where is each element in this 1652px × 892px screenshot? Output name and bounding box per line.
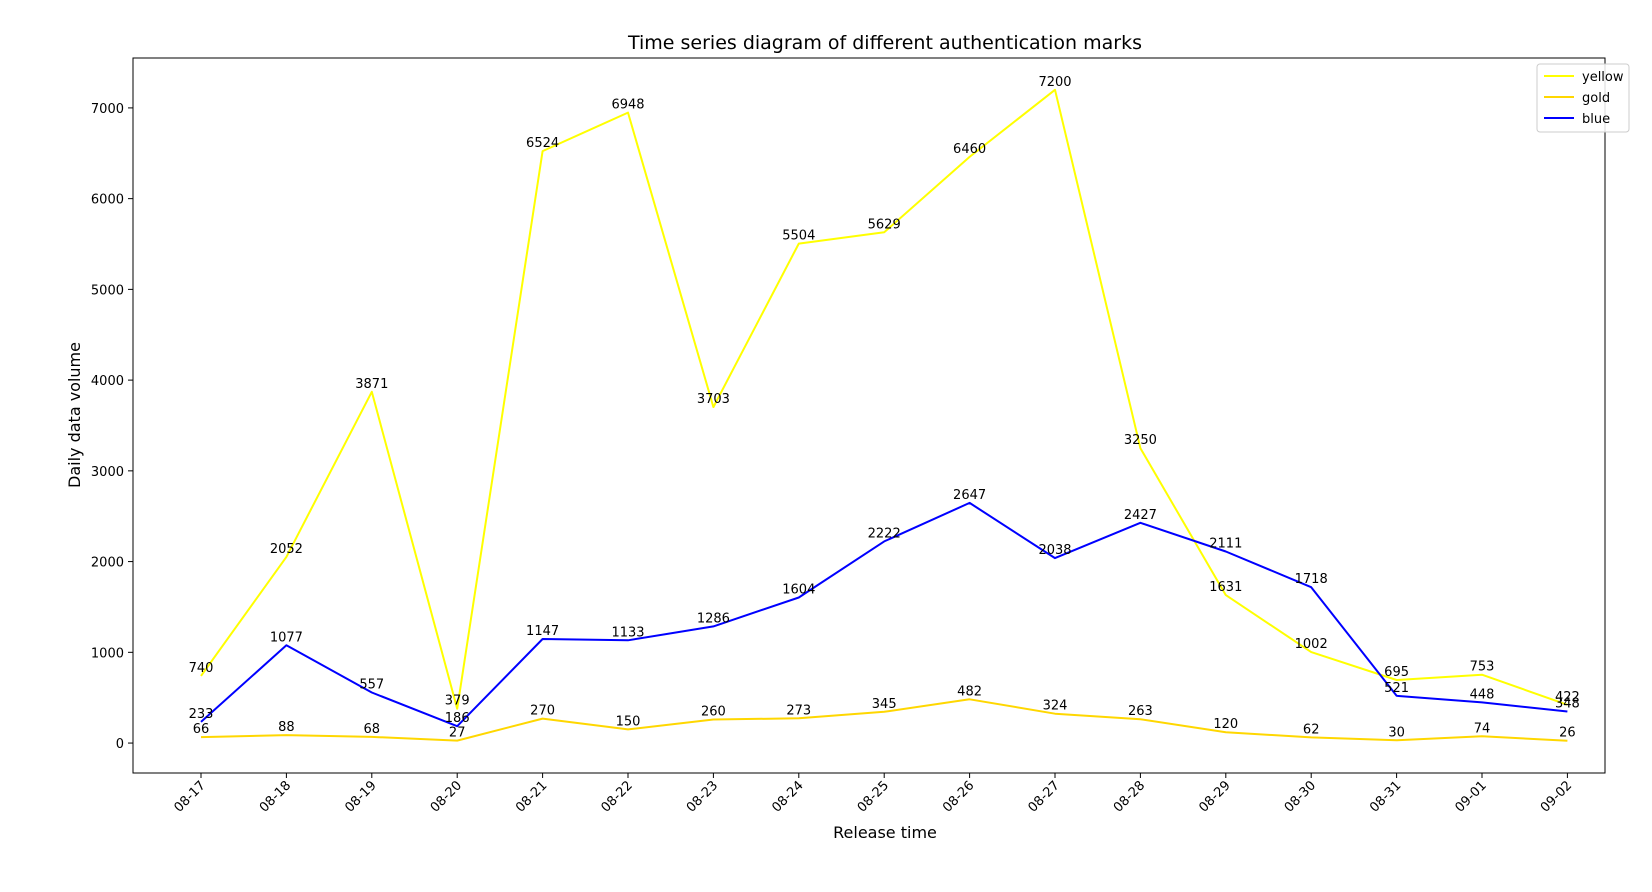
x-tick-label: 08-30: [1282, 778, 1319, 815]
x-tick-label: 08-31: [1367, 778, 1404, 815]
x-tick-label: 08-24: [769, 778, 806, 815]
data-label: 263: [1128, 704, 1153, 719]
data-label: 379: [445, 694, 470, 709]
legend-item-blue: blue: [1544, 112, 1610, 127]
data-label: 1286: [697, 611, 730, 626]
data-label: 120: [1213, 717, 1238, 732]
x-tick-label: 09-01: [1453, 778, 1490, 815]
x-tick-label: 08-21: [513, 778, 550, 815]
x-tick-label: 08-27: [1026, 778, 1063, 815]
data-label: 6948: [611, 98, 644, 113]
data-label: 88: [278, 720, 295, 735]
y-tick-label: 0: [116, 737, 124, 752]
data-label: 2038: [1038, 543, 1071, 558]
legend-item-gold: gold: [1544, 91, 1610, 106]
data-label: 1133: [611, 625, 644, 640]
series-line-yellow: [200, 88, 1568, 710]
legend-box: [1536, 63, 1630, 133]
data-label: 1718: [1295, 572, 1328, 587]
data-label: 186: [445, 711, 470, 726]
legend-label: gold: [1582, 91, 1610, 106]
chart-title: Time series diagram of different authent…: [627, 32, 1142, 54]
x-tick-label: 08-22: [599, 778, 636, 815]
chart-marks: 740 2052 3871 379 6524 6948 3703 5504 5629 6460 72…: [189, 75, 1580, 742]
x-tick-label: 08-18: [257, 778, 294, 815]
data-label: 6460: [953, 142, 986, 157]
data-label: 2222: [868, 526, 901, 541]
y-tick-label: 6000: [91, 193, 124, 208]
data-label: 233: [189, 707, 214, 722]
data-label: 740: [189, 661, 214, 676]
x-tick-label: 08-17: [172, 778, 209, 815]
data-label: 260: [701, 704, 726, 719]
y-tick-label: 4000: [91, 374, 124, 389]
x-tick-label: 08-20: [428, 778, 465, 815]
data-label: 150: [616, 714, 641, 729]
x-axis-title: Release time: [833, 823, 937, 842]
data-label: 695: [1384, 665, 1409, 680]
data-label: 30: [1388, 725, 1405, 740]
data-label: 3703: [697, 392, 730, 407]
x-tick-label: 08-26: [940, 778, 977, 815]
plot-area: [132, 57, 1606, 774]
y-tick-label: 2000: [91, 556, 124, 571]
data-label: 422: [1555, 690, 1580, 705]
data-label: 324: [1043, 699, 1068, 714]
x-tick-label: 08-28: [1111, 778, 1148, 815]
legend-label: yellow: [1582, 70, 1624, 85]
data-label: 2427: [1124, 508, 1157, 523]
series-gold: 66 88 68 27 270 150 260 273 345 482 324 263 120 62 30 7…: [193, 684, 1576, 742]
data-label: 1631: [1209, 580, 1242, 595]
data-label: 3250: [1124, 433, 1157, 448]
x-axis: 08-17 08-18 08-19 08-20 08-21 08-22 08-23 08-24…: [172, 773, 1575, 816]
data-label: 27: [449, 726, 466, 741]
x-tick-label: 09-02: [1538, 778, 1575, 815]
data-label: 7200: [1038, 75, 1071, 90]
data-label: 521: [1384, 681, 1409, 696]
legend: yellow gold blue: [1536, 63, 1630, 133]
data-label: 68: [364, 722, 381, 737]
data-label: 2647: [953, 488, 986, 503]
data-label: 1604: [782, 583, 815, 598]
data-label: 482: [957, 684, 982, 699]
y-axis: 0 1000 2000 3000 4000 5000 6000 7000: [91, 102, 133, 752]
data-label: 273: [786, 703, 811, 718]
data-label: 1147: [526, 624, 559, 639]
series-yellow: 740 2052 3871 379 6524 6948 3703 5504 5629 6460 72…: [189, 75, 1580, 710]
data-label: 5629: [868, 217, 901, 232]
x-tick-label: 08-19: [342, 778, 379, 815]
data-label: 66: [193, 722, 210, 737]
y-axis-title: Daily data volume: [65, 342, 84, 488]
data-label: 753: [1470, 660, 1495, 675]
data-label: 3871: [355, 377, 388, 392]
data-label: 270: [530, 704, 555, 719]
x-tick-label: 08-29: [1196, 778, 1233, 815]
data-label: 348: [1555, 696, 1580, 711]
data-label: 2111: [1209, 537, 1242, 552]
data-label: 26: [1559, 726, 1576, 741]
data-label: 2052: [270, 542, 303, 557]
legend-label: blue: [1582, 112, 1610, 127]
data-label: 5504: [782, 229, 815, 244]
data-label: 448: [1470, 687, 1495, 702]
y-tick-label: 7000: [91, 102, 124, 117]
data-label: 62: [1303, 722, 1320, 737]
series-blue: 233 1077 557 186 1147 1133 1286 1604 2222 2647 203…: [189, 488, 1580, 728]
y-tick-label: 1000: [91, 646, 124, 661]
data-label: 74: [1474, 721, 1491, 736]
data-label: 345: [872, 697, 897, 712]
x-tick-label: 08-25: [855, 778, 892, 815]
legend-item-yellow: yellow: [1544, 70, 1624, 85]
series-line-blue: [200, 501, 1568, 728]
y-tick-label: 5000: [91, 283, 124, 298]
y-tick-label: 3000: [91, 465, 124, 480]
data-label: 1077: [270, 630, 303, 645]
data-label: 1002: [1295, 637, 1328, 652]
series-line-gold: [200, 698, 1568, 742]
data-label: 6524: [526, 136, 559, 151]
x-tick-label: 08-23: [684, 778, 721, 815]
data-label: 557: [359, 678, 384, 693]
